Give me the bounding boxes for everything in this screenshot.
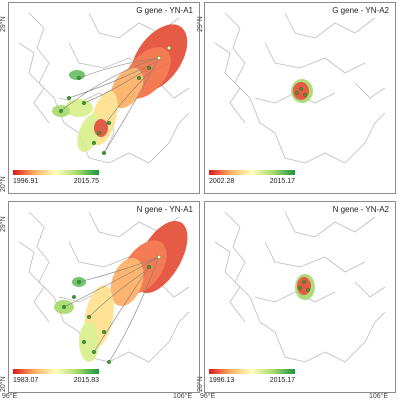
lon-label-right-106e: 106°E bbox=[369, 393, 389, 400]
sampling-points bbox=[59, 46, 171, 155]
time-legend: 1996.91 2015.75 bbox=[13, 170, 103, 190]
color-ramp bbox=[209, 369, 295, 374]
panel-title: G gene - YN-A1 bbox=[136, 6, 193, 15]
province-borders bbox=[214, 12, 386, 164]
hpd-region bbox=[110, 67, 144, 109]
hpd-region bbox=[293, 82, 309, 100]
color-ramp bbox=[13, 170, 99, 175]
migration-lines bbox=[63, 256, 160, 363]
legend-end: 2015.17 bbox=[269, 377, 295, 384]
map-panel-n-gene-yn-a2: N gene - YN-A2 1996.13 2015.17 bbox=[204, 201, 396, 393]
lat-label-top-row-20n: 20°N bbox=[0, 176, 7, 192]
lon-label-left-96e: 96°E bbox=[2, 393, 18, 400]
diffusion-polygons bbox=[295, 274, 315, 300]
lat-label-bottom-row-20n: 20°N bbox=[0, 376, 7, 392]
lat-label-right-bottom-20n: 20°N bbox=[197, 376, 204, 392]
legend-end: 2015.75 bbox=[73, 178, 99, 185]
sampling-points bbox=[298, 280, 310, 292]
map-canvas bbox=[214, 12, 386, 164]
lat-label-top-row-29n: 29°N bbox=[0, 16, 7, 32]
map-canvas bbox=[18, 211, 190, 364]
color-ramp bbox=[13, 369, 99, 374]
legend-start: 2002.28 bbox=[209, 178, 235, 185]
time-legend: 1983.07 2015.83 bbox=[13, 369, 103, 389]
hpd-region bbox=[65, 99, 93, 117]
legend-start: 1996.13 bbox=[209, 377, 235, 384]
map-panel-g-gene-yn-a2: G gene - YN-A2 2002.28 2015.17 bbox=[204, 2, 396, 194]
lat-label-right-top-29n: 29°N bbox=[197, 16, 204, 32]
panel-title: N gene - YN-A2 bbox=[332, 205, 389, 214]
legend-start: 1996.91 bbox=[13, 178, 39, 185]
legend-start: 1983.07 bbox=[13, 377, 39, 384]
map-panel-n-gene-yn-a1: N gene - YN-A1 1983.07 2015.83 bbox=[8, 201, 200, 393]
legend-end: 2015.83 bbox=[73, 377, 99, 384]
lon-label-left-106e: 106°E bbox=[173, 393, 193, 400]
time-legend: 1996.13 2015.17 bbox=[209, 369, 299, 389]
hpd-region bbox=[297, 277, 311, 295]
diffusion-polygons bbox=[52, 24, 188, 153]
hpd-region bbox=[69, 70, 85, 80]
hpd-region bbox=[94, 119, 108, 137]
legend-end: 2015.17 bbox=[269, 178, 295, 185]
map-panel-g-gene-yn-a1: G gene - YN-A1 1996.91 2015.75 bbox=[8, 2, 200, 194]
lat-label-bottom-row-29n: 29°N bbox=[0, 216, 7, 232]
diffusion-polygons bbox=[54, 220, 188, 362]
panel-title: N gene - YN-A1 bbox=[136, 205, 193, 214]
diffusion-polygons bbox=[291, 79, 313, 103]
lon-label-right-96e: 96°E bbox=[200, 393, 216, 400]
sampling-points bbox=[295, 87, 307, 97]
hpd-region bbox=[79, 322, 99, 362]
province-borders bbox=[214, 211, 386, 363]
color-ramp bbox=[209, 170, 295, 175]
migration-lines bbox=[60, 57, 160, 154]
map-canvas bbox=[18, 12, 190, 164]
map-canvas bbox=[214, 211, 386, 363]
time-legend: 2002.28 2015.17 bbox=[209, 170, 299, 190]
sampling-points bbox=[62, 255, 161, 364]
panel-title: G gene - YN-A2 bbox=[332, 6, 389, 15]
